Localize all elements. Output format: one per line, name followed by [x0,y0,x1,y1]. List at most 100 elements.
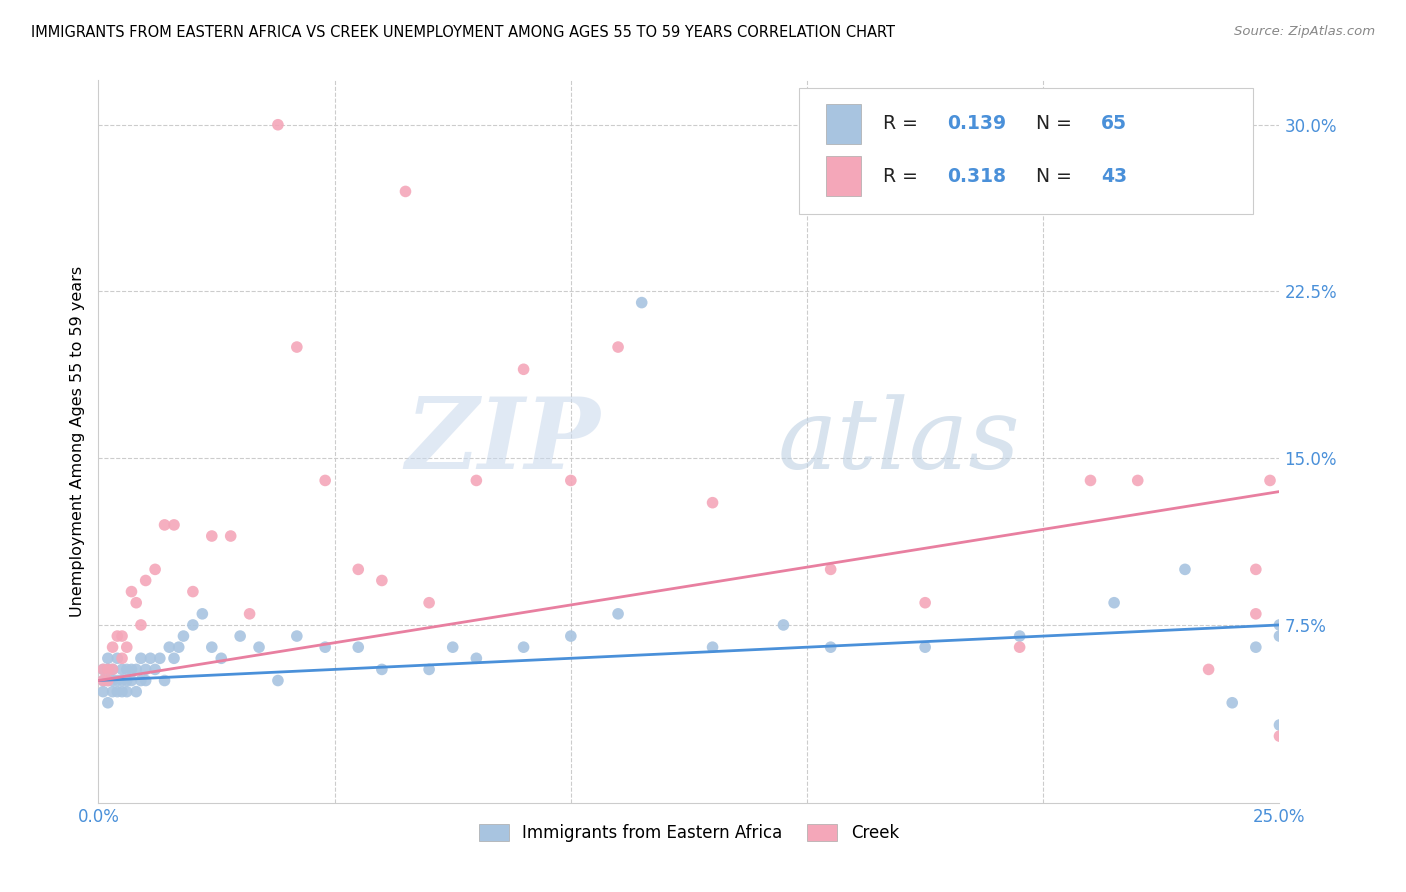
Text: N =: N = [1036,114,1078,133]
Point [111,684,134,698]
Point [121,584,143,599]
Point [1220,696,1243,710]
Point [914,596,936,610]
Point [153,517,176,532]
Point [121,673,143,688]
Point [209,651,232,665]
Point [1258,474,1281,488]
Point [1008,629,1031,643]
Point [201,640,224,655]
Point [111,651,134,665]
Text: 0.139: 0.139 [948,114,1007,133]
Point [115,662,138,676]
Point [702,640,724,655]
Legend: Immigrants from Eastern Africa, Creek: Immigrants from Eastern Africa, Creek [472,817,905,848]
Point [1268,618,1291,632]
Point [285,629,308,643]
Point [125,662,148,676]
Point [135,673,157,688]
Point [97,696,120,710]
Point [1268,629,1291,643]
Point [441,640,464,655]
Point [229,629,252,643]
Point [91,673,114,688]
Point [101,662,124,676]
Point [125,684,148,698]
Point [371,662,394,676]
Point [139,651,162,665]
Point [91,673,114,688]
Point [153,673,176,688]
Text: 65: 65 [1101,114,1128,133]
Point [115,684,138,698]
Text: 0.318: 0.318 [948,167,1007,186]
Text: 43: 43 [1101,167,1128,186]
Point [247,640,270,655]
Text: R =: R = [883,167,924,186]
Point [172,629,194,643]
Point [135,662,157,676]
Point [97,651,120,665]
Point [347,562,370,576]
Point [163,517,186,532]
FancyBboxPatch shape [799,87,1254,214]
Point [267,118,290,132]
Text: N =: N = [1036,167,1078,186]
Point [267,673,290,688]
Point [1008,640,1031,655]
Point [512,362,534,376]
Point [157,640,180,655]
Point [91,662,114,676]
Point [115,640,138,655]
Point [1080,474,1102,488]
Point [1268,718,1291,732]
Y-axis label: Unemployment Among Ages 55 to 59 years: Unemployment Among Ages 55 to 59 years [69,266,84,617]
Point [1174,562,1197,576]
Point [167,640,190,655]
Point [125,596,148,610]
Point [111,662,134,676]
Point [1268,729,1291,743]
Text: Source: ZipAtlas.com: Source: ZipAtlas.com [1234,25,1375,38]
Point [465,651,488,665]
Point [607,340,630,354]
Point [314,474,336,488]
Text: ZIP: ZIP [405,393,600,490]
Point [163,651,186,665]
Point [1244,640,1267,655]
Point [181,584,204,599]
Point [105,629,128,643]
Point [111,673,134,688]
Point [135,574,157,588]
Point [97,673,120,688]
Point [371,574,394,588]
Point [105,673,128,688]
Point [111,629,134,643]
Point [314,640,336,655]
Point [143,662,166,676]
Point [1102,596,1125,610]
Point [465,474,488,488]
Point [201,529,224,543]
Point [129,651,152,665]
Point [820,640,842,655]
Text: atlas: atlas [778,394,1021,489]
Point [191,607,214,621]
FancyBboxPatch shape [825,103,862,144]
Point [239,607,262,621]
Point [91,662,114,676]
Point [149,651,172,665]
Point [820,562,842,576]
Point [97,673,120,688]
Point [129,673,152,688]
Text: R =: R = [883,114,924,133]
Point [914,640,936,655]
Point [560,474,582,488]
Point [560,629,582,643]
Point [607,607,630,621]
Text: IMMIGRANTS FROM EASTERN AFRICA VS CREEK UNEMPLOYMENT AMONG AGES 55 TO 59 YEARS C: IMMIGRANTS FROM EASTERN AFRICA VS CREEK … [31,25,896,40]
Point [105,651,128,665]
Point [1244,562,1267,576]
Point [101,640,124,655]
Point [105,684,128,698]
